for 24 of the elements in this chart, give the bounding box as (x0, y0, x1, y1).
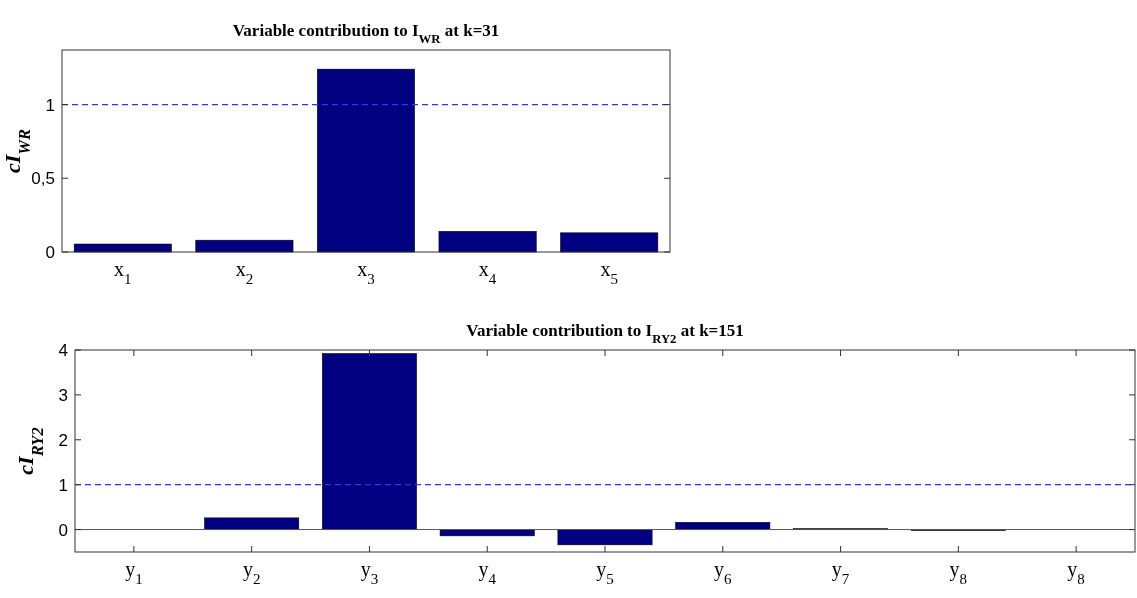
x-tick-label: y$_{6}$ (714, 558, 733, 587)
x-tick-label: y$_{8}$ (949, 558, 968, 587)
y-tick-label: 0 (45, 242, 55, 262)
x-tick-label: y$_{1}$ (125, 558, 143, 587)
y-tick-label: 1 (58, 475, 68, 495)
x-tick-label: x$_{3}$ (357, 258, 375, 287)
x-tick-label: x$_{5}$ (600, 258, 618, 287)
x-tick-label: y$_{5}$ (596, 558, 614, 587)
x-tick-label: x$_{4}$ (478, 258, 497, 287)
x-tick-label: y$_{3}$ (360, 558, 379, 587)
x-tick-label: y$_{8}$ (1067, 558, 1085, 587)
x-tick-label: x$_{1}$ (114, 258, 132, 287)
chart-title: Variable contribution to I$_{WR}$ at k=31 (232, 21, 500, 46)
x-tick-label: y$_{2}$ (242, 558, 261, 587)
y-tick-label: 4 (58, 340, 68, 360)
y-tick-label: 0,5 (31, 169, 55, 189)
chart-title: Variable contribution to I$_{RY2}$ at k=151 (466, 321, 744, 346)
y-tick-label: 2 (58, 430, 68, 450)
y-tick-label: 3 (58, 385, 68, 405)
x-tick-label: y$_{4}$ (478, 558, 497, 587)
y-tick-label: 1 (45, 95, 55, 115)
y-tick-label: 0 (58, 520, 68, 540)
x-tick-label: x$_{2}$ (235, 258, 254, 287)
x-tick-label: y$_{7}$ (831, 558, 850, 587)
